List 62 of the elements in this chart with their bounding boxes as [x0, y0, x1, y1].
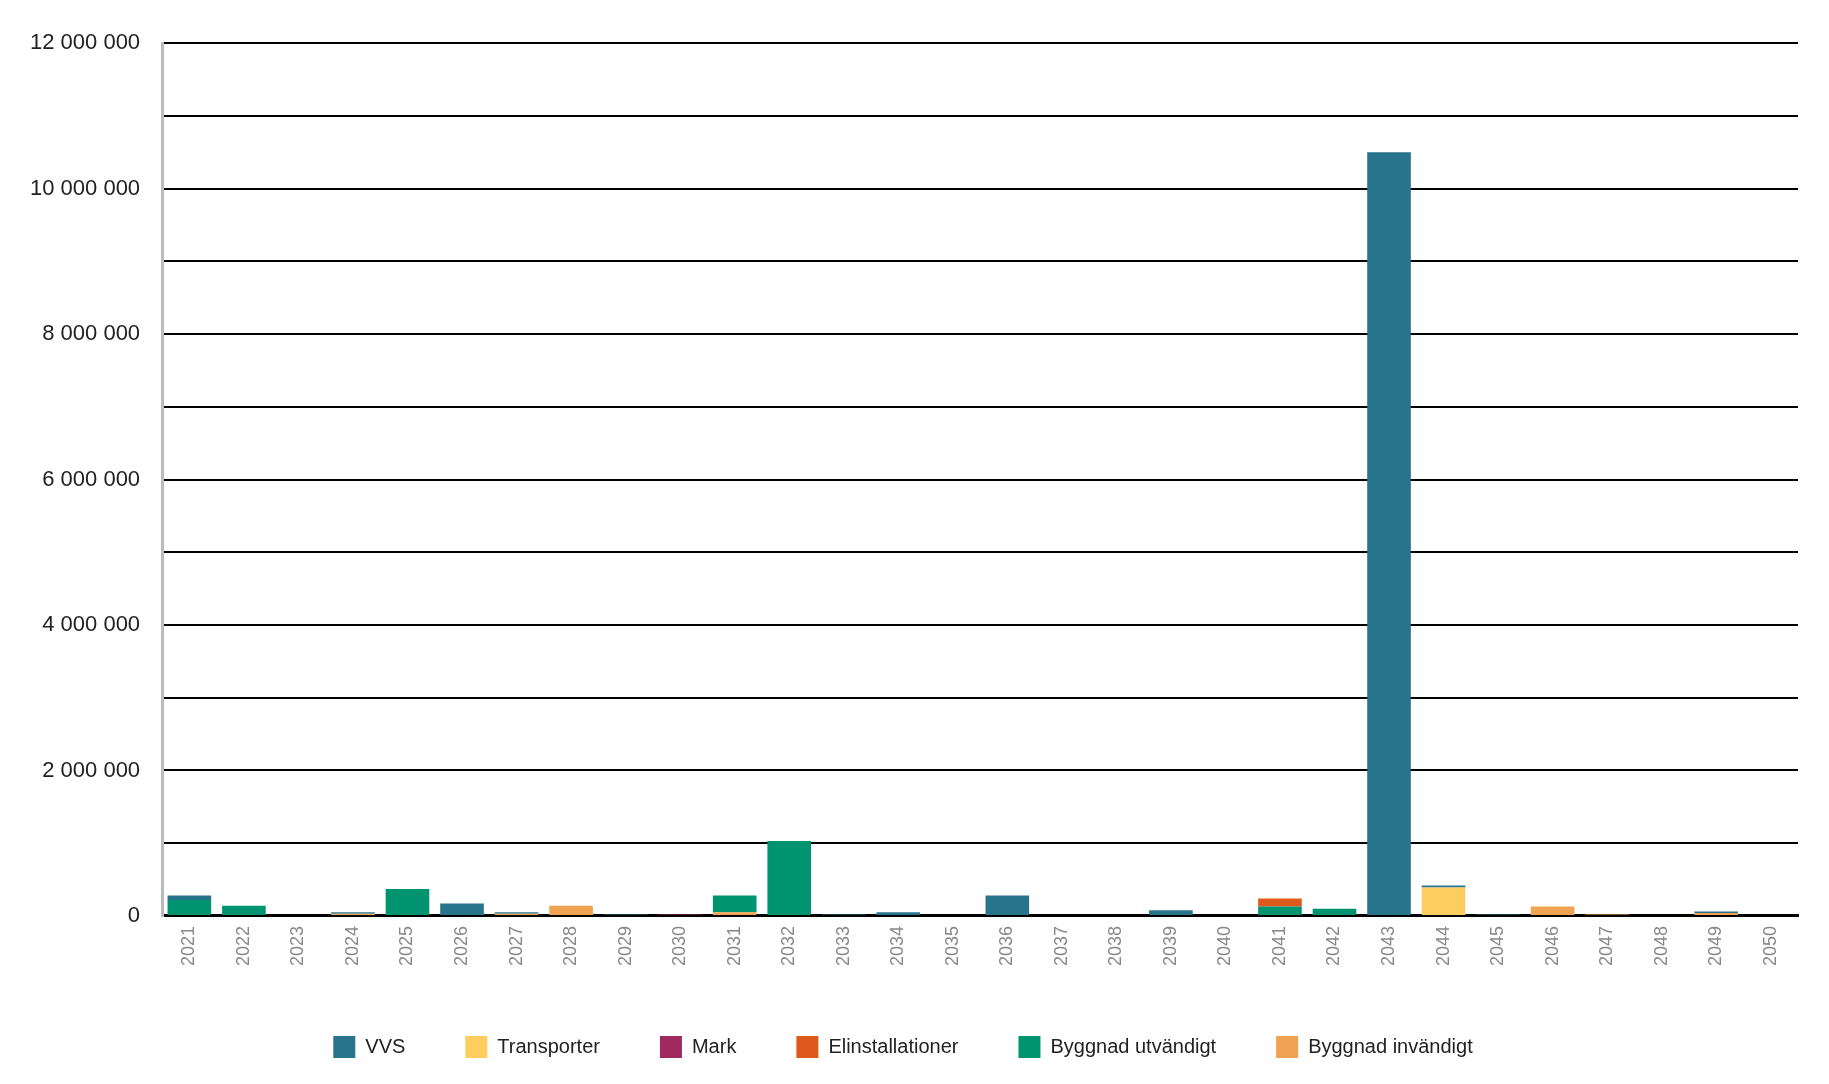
- bar: [876, 912, 921, 915]
- x-tick-label: 2025: [396, 925, 417, 966]
- x-tick-label: 2031: [723, 925, 744, 966]
- x-tick-label: 2044: [1432, 925, 1453, 966]
- bar: [385, 889, 430, 915]
- legend-label: Byggnad invändigt: [1308, 1034, 1474, 1057]
- bar: [712, 895, 757, 913]
- y-tick-label: 6 000 000: [42, 465, 141, 491]
- bar: [440, 903, 484, 915]
- x-tick-label: 2022: [232, 925, 253, 966]
- x-tick-label: 2039: [1159, 925, 1180, 966]
- x-tick-label: 2043: [1378, 925, 1398, 966]
- x-tick-label: 2045: [1487, 925, 1508, 966]
- bar: [1367, 152, 1411, 915]
- x-tick-label: 2029: [614, 925, 635, 966]
- bar: [767, 841, 812, 915]
- legend-label: Mark: [691, 1034, 738, 1057]
- y-tick-label: 10 000 000: [30, 174, 141, 200]
- legend-label: Elinstallationer: [828, 1034, 959, 1057]
- bar: [712, 912, 757, 915]
- bar: [167, 899, 212, 915]
- x-tick-label: 2035: [941, 925, 962, 966]
- x-tick-label: 2028: [560, 925, 581, 966]
- bar: [1258, 906, 1302, 915]
- legend-label: Byggnad utvändigt: [1050, 1034, 1217, 1057]
- y-tick-label: 2 000 000: [42, 756, 141, 782]
- x-tick-label: 2021: [178, 925, 199, 966]
- bar: [1149, 910, 1193, 915]
- bar: [222, 905, 266, 915]
- x-tick-label: 2026: [450, 925, 471, 966]
- x-tick-label: 2036: [996, 925, 1017, 966]
- y-tick-label: 0: [127, 902, 141, 928]
- x-tick-label: 2034: [887, 925, 908, 966]
- x-tick-label: 2024: [341, 925, 362, 966]
- legend-label: VVS: [365, 1034, 406, 1057]
- bar: [1421, 887, 1466, 915]
- x-tick-label: 2041: [1268, 925, 1289, 966]
- y-tick-label: 8 000 000: [42, 320, 141, 346]
- x-tick-label: 2037: [1050, 925, 1071, 966]
- bar: [985, 895, 1030, 915]
- x-tick-label: 2046: [1541, 925, 1562, 966]
- x-tick-label: 2032: [778, 925, 799, 966]
- bar: [1258, 898, 1302, 907]
- x-tick-label: 2040: [1214, 925, 1235, 966]
- x-tick-label: 2033: [832, 925, 853, 966]
- x-tick-label: 2047: [1596, 925, 1617, 966]
- y-tick-label: 12 000 000: [30, 29, 141, 55]
- x-tick-label: 2038: [1105, 925, 1126, 966]
- bar: [1421, 885, 1466, 888]
- y-tick-label: 4 000 000: [42, 611, 141, 637]
- bar: [1312, 908, 1357, 915]
- x-tick-label: 2023: [287, 925, 308, 966]
- x-tick-label: 2042: [1323, 925, 1344, 966]
- x-tick-label: 2048: [1650, 925, 1671, 966]
- bar: [167, 895, 212, 900]
- legend-label: Transporter: [497, 1034, 601, 1057]
- x-tick-label: 2027: [505, 925, 526, 966]
- x-tick-label: 2049: [1705, 925, 1726, 966]
- bar: [1530, 906, 1575, 915]
- bar: [549, 905, 593, 915]
- x-tick-label: 2030: [669, 925, 690, 966]
- x-tick-label: 2050: [1759, 925, 1780, 966]
